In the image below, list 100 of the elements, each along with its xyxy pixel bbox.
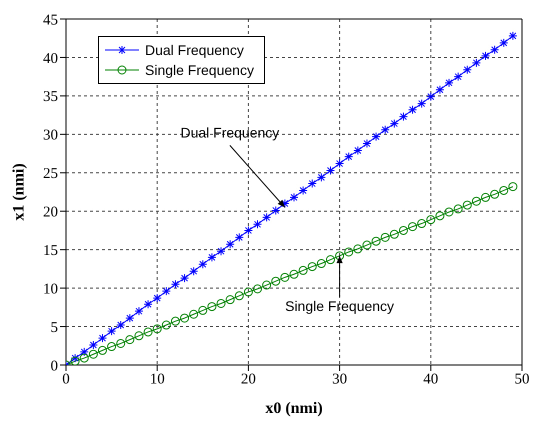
point: [144, 327, 153, 336]
point: [344, 152, 354, 162]
point: [316, 259, 326, 268]
point: [508, 182, 518, 192]
point: [280, 272, 290, 282]
point: [170, 316, 180, 326]
y-tick-label: 20: [43, 204, 58, 221]
point: [244, 287, 253, 296]
point: [262, 280, 272, 290]
y-tick-label: 35: [43, 89, 58, 106]
point: [490, 190, 500, 199]
point: [372, 236, 381, 246]
point: [408, 105, 418, 114]
point: [70, 356, 80, 365]
point: [298, 266, 308, 275]
y-tick-label: 10: [43, 281, 58, 298]
point: [107, 326, 116, 336]
point: [472, 58, 481, 68]
point: [162, 286, 171, 296]
point: [253, 284, 262, 294]
x-tick-label: 50: [514, 372, 530, 388]
point: [426, 92, 436, 102]
y-tick-label: 5: [50, 320, 58, 336]
point: [362, 240, 372, 250]
legend-label: Single Frequency: [145, 62, 254, 78]
point: [462, 200, 472, 210]
point: [88, 350, 98, 359]
point: [80, 354, 89, 363]
x-tick-label: 30: [332, 372, 348, 388]
point: [216, 246, 226, 256]
annotation: Dual Frequency: [180, 124, 280, 140]
point: [207, 302, 216, 312]
point: [98, 334, 107, 343]
point: [189, 310, 198, 319]
point: [198, 260, 208, 269]
annotation: Single Frequency: [285, 298, 394, 314]
x-tick-label: 0: [62, 372, 70, 388]
point: [207, 252, 216, 262]
point: [70, 354, 80, 363]
point: [162, 320, 171, 330]
point: [481, 51, 490, 60]
point: [390, 119, 399, 128]
point: [308, 179, 317, 188]
point: [326, 166, 335, 175]
point: [198, 306, 208, 315]
point: [426, 215, 436, 224]
point: [226, 240, 235, 249]
point: [454, 204, 463, 214]
point: [508, 31, 518, 40]
point: [189, 266, 198, 276]
point: [216, 298, 226, 308]
x-tick-label: 40: [423, 372, 438, 388]
point: [308, 262, 317, 272]
point: [80, 347, 89, 356]
point: [362, 139, 372, 148]
point: [372, 132, 381, 142]
point: [134, 331, 144, 340]
point: [152, 294, 162, 303]
point: [398, 112, 408, 122]
point: [344, 247, 354, 256]
point: [290, 270, 298, 279]
x-tick-label: 20: [240, 372, 256, 388]
point: [244, 226, 253, 235]
point: [398, 226, 408, 235]
point: [170, 280, 180, 289]
point: [98, 346, 107, 355]
point: [390, 230, 399, 239]
point: [234, 232, 244, 242]
point: [262, 212, 272, 222]
y-tick-label: 25: [43, 166, 58, 182]
point: [88, 340, 98, 350]
point: [417, 99, 426, 108]
point: [454, 72, 463, 82]
point: [180, 314, 190, 323]
point: [290, 192, 298, 202]
x-axis-title: x0 (nmi): [265, 400, 323, 417]
point: [116, 338, 126, 348]
point: [335, 159, 344, 168]
point: [408, 222, 418, 232]
legend-label: Dual Frequency: [145, 42, 244, 58]
point: [462, 65, 472, 74]
point: [253, 220, 262, 229]
point: [144, 300, 153, 309]
point: [444, 207, 454, 216]
point: [435, 211, 444, 220]
point: [335, 251, 344, 260]
point: [271, 206, 280, 215]
point: [125, 314, 134, 323]
point: [380, 125, 390, 134]
y-tick-label: 40: [43, 50, 58, 67]
point: [107, 342, 116, 352]
point: [234, 291, 244, 300]
y-tick-label: 0: [50, 358, 58, 374]
point: [125, 335, 134, 344]
point: [353, 146, 362, 155]
point: [481, 192, 490, 202]
x-tick-label: 10: [150, 372, 165, 388]
point: [444, 78, 454, 88]
point: [226, 295, 235, 304]
point: [134, 306, 144, 316]
